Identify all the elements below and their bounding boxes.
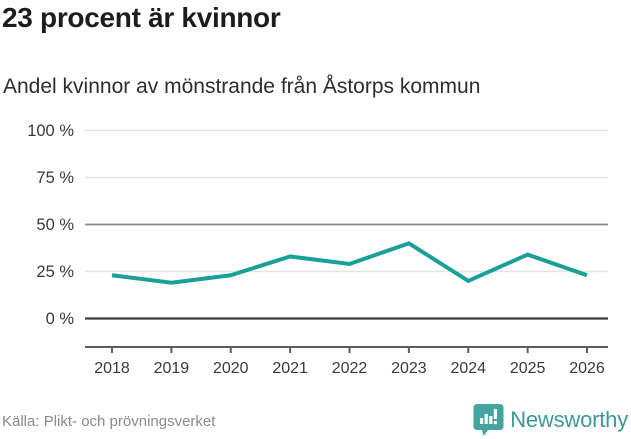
y-axis-label: 0 % xyxy=(46,310,75,328)
logo-bar-3 xyxy=(489,416,493,424)
y-axis-label: 75 % xyxy=(36,169,74,187)
x-axis-label: 2022 xyxy=(332,360,368,377)
logo-bar-1 xyxy=(480,418,484,424)
y-axis-label: 25 % xyxy=(36,263,74,281)
x-axis-label: 2020 xyxy=(213,360,249,377)
newsworthy-wordmark: Newsworthy xyxy=(510,407,628,432)
x-axis-label: 2025 xyxy=(510,360,546,377)
newsworthy-logo-icon xyxy=(473,404,504,436)
y-axis-label: 100 % xyxy=(27,122,74,140)
logo-bubble xyxy=(473,404,504,436)
chart-subtitle: Andel kvinnor av mönstrande från Åstorps… xyxy=(3,75,481,98)
source-note: Källa: Plikt- och prövningsverket xyxy=(2,413,216,430)
x-axis-label: 2023 xyxy=(391,360,427,377)
newsworthy-brand: Newsworthy xyxy=(473,403,628,437)
logo-bar-2 xyxy=(484,414,488,424)
logo-exclamation-bar xyxy=(493,409,498,419)
x-axis-label: 2026 xyxy=(569,360,605,377)
x-axis-label: 2024 xyxy=(450,360,486,377)
x-axis-label: 2019 xyxy=(154,360,190,377)
logo-exclamation-dot xyxy=(493,421,498,425)
chart-title: 23 procent är kvinnor xyxy=(2,2,281,33)
x-axis-label: 2018 xyxy=(94,360,130,377)
data-series-line xyxy=(111,241,588,285)
y-axis-label: 50 % xyxy=(36,216,74,234)
x-axis-label: 2021 xyxy=(272,360,308,377)
